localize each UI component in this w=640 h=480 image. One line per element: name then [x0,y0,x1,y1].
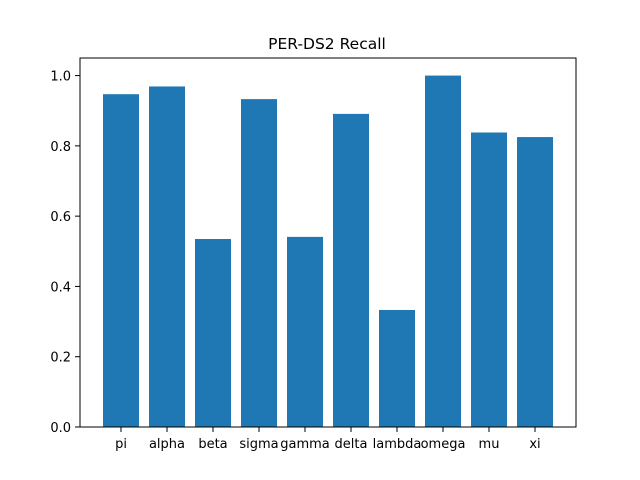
x-tick-label-beta: beta [198,437,227,452]
x-tick-label-lambda: lambda [373,437,422,452]
y-tick-label-0.8: 0.8 [50,140,71,155]
y-axis: 0.0 0.2 0.4 0.6 0.8 1.0 [50,70,80,436]
x-tick-label-delta: delta [335,437,368,452]
x-tick-label-alpha: alpha [149,437,185,452]
y-tick-label-0.2: 0.2 [50,351,71,366]
bar-lambda [379,309,415,427]
x-tick-label-omega: omega [421,437,466,452]
bar-gamma [287,236,323,427]
bar-alpha [149,86,185,428]
bars-group [103,75,553,428]
chart-title: PER-DS2 Recall [268,35,386,53]
bar-sigma [241,99,277,428]
y-tick-label-0.6: 0.6 [50,210,71,225]
y-tick-label-0.4: 0.4 [50,280,71,295]
y-tick-label-1.0: 1.0 [50,70,71,85]
bar-delta [333,113,369,428]
plot-frame [79,57,577,428]
x-tick-label-pi: pi [115,437,127,452]
y-tick-label-0.0: 0.0 [50,421,71,436]
x-axis: pi alpha beta sigma gamma delta lambda omega mu x… [115,427,541,452]
x-tick-label-xi: xi [529,437,540,452]
x-tick-label-gamma: gamma [280,437,330,452]
bar-xi [517,137,553,428]
x-tick-label-mu: mu [479,437,500,452]
bar-omega [425,75,461,428]
bar-beta [195,238,231,427]
x-tick-label-sigma: sigma [239,437,278,452]
bar-mu [471,132,507,427]
bar-pi [103,94,139,427]
